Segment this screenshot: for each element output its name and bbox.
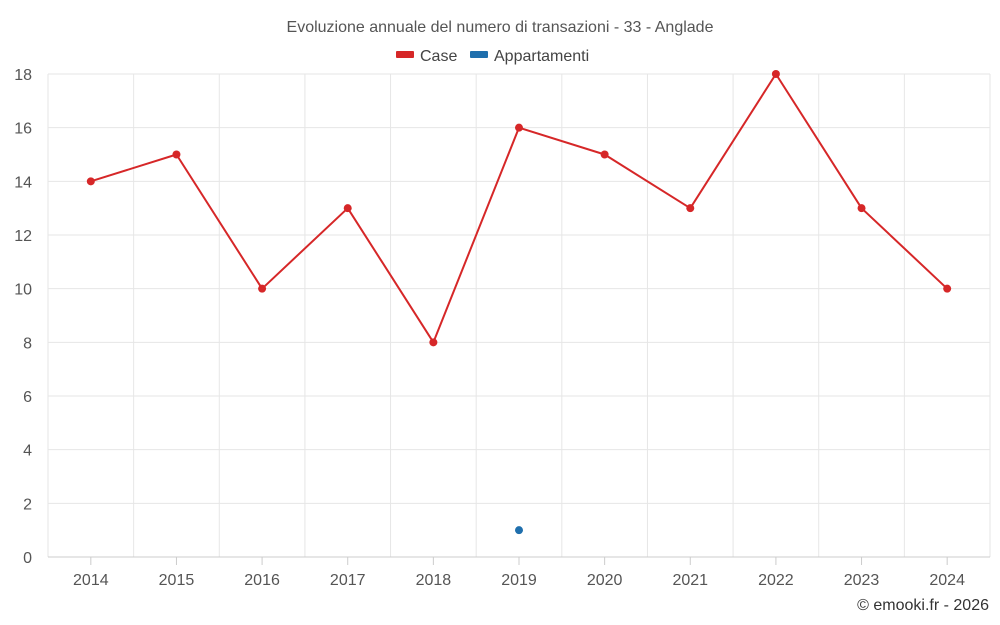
x-tick-label: 2022 (758, 572, 794, 589)
x-tick-label: 2024 (929, 572, 965, 589)
legend: Case Appartamenti (396, 48, 589, 65)
copyright-credit[interactable]: © emooki.fr - 2026 (857, 597, 989, 614)
data-point-case-2014[interactable] (86, 177, 95, 186)
legend-label-case: Case (420, 48, 457, 65)
series-layer (86, 70, 952, 535)
data-point-case-2022[interactable] (771, 70, 780, 78)
y-tick-label: 18 (14, 67, 32, 84)
data-point-case-2023[interactable] (857, 204, 866, 213)
y-tick-label: 2 (23, 496, 32, 513)
x-tick-label: 2017 (330, 572, 366, 589)
legend-swatch-appartamenti (470, 51, 488, 58)
data-point-case-2020[interactable] (600, 150, 609, 159)
legend-item-case[interactable]: Case (396, 48, 457, 65)
data-point-case-2016[interactable] (258, 284, 267, 293)
x-tick-label: 2016 (244, 572, 280, 589)
x-tick-label: 2023 (844, 572, 880, 589)
legend-label-appartamenti: Appartamenti (494, 48, 589, 65)
chart-title: Evoluzione annuale del numero di transaz… (287, 19, 714, 36)
legend-swatch-case (396, 51, 414, 58)
data-point-case-2024[interactable] (943, 284, 952, 293)
x-tick-label: 2020 (587, 572, 623, 589)
y-tick-label: 16 (14, 121, 32, 138)
data-point-case-2015[interactable] (172, 150, 181, 159)
data-point-appartamenti-2019[interactable] (515, 526, 523, 535)
x-tick-label: 2021 (672, 572, 708, 589)
axes: 0 2 4 6 8 10 12 14 16 18 2014 2015 2016 2017 2018 2019 2… (14, 67, 990, 589)
grid (47, 73, 991, 557)
data-point-case-2017[interactable] (343, 204, 352, 213)
y-tick-label: 6 (23, 389, 32, 406)
y-tick-label: 0 (23, 550, 32, 567)
x-tick-label: 2019 (501, 572, 537, 589)
y-tick-label: 8 (23, 335, 32, 352)
legend-item-appartamenti[interactable]: Appartamenti (470, 48, 589, 65)
x-tick-label: 2015 (159, 572, 195, 589)
y-tick-label: 12 (14, 228, 32, 245)
x-tick-label: 2018 (416, 572, 452, 589)
data-point-case-2018[interactable] (429, 338, 438, 347)
x-tick-label: 2014 (73, 572, 109, 589)
y-tick-label: 4 (23, 443, 32, 460)
data-point-case-2021[interactable] (686, 204, 695, 213)
data-point-case-2019[interactable] (515, 123, 523, 132)
y-tick-label: 10 (14, 282, 32, 299)
y-tick-label: 14 (14, 174, 32, 191)
